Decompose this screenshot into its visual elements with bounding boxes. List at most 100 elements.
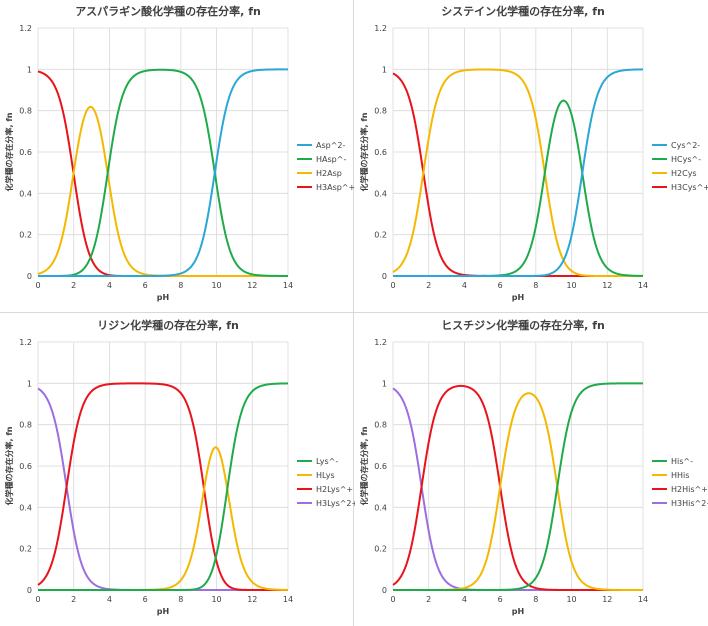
x-tick-label: 2 [426, 281, 431, 290]
legend-entry: H3Cys^+ [671, 183, 708, 192]
y-tick-label: 0.6 [19, 462, 32, 471]
y-tick-label: 0 [27, 586, 32, 595]
chart-title: システイン化学種の存在分率, fn [441, 4, 605, 18]
x-axis-label: pH [512, 607, 524, 616]
x-tick-label: 12 [602, 281, 612, 290]
series-line-lys [37, 382, 289, 591]
x-tick-label: 4 [107, 595, 112, 604]
y-tick-label: 1 [27, 379, 32, 388]
x-axis-label: pH [157, 607, 169, 616]
y-tick-label: 1.2 [19, 338, 32, 347]
y-axis-label: 化学種の存在分率, fn [4, 112, 14, 191]
x-tick-label: 14 [283, 595, 293, 604]
chart-svg: アスパラギン酸化学種の存在分率, fn 0 0.2 0.4 0.6 0.8 1 1.2 0 2 4 6… [4, 4, 355, 302]
x-tick-label: 12 [247, 281, 257, 290]
legend-entry: H2His^+ [671, 485, 708, 494]
chart-panel-1: アスパラギン酸化学種の存在分率, fn 0 0.2 0.4 0.6 0.8 1 1.2 0 2 4 6… [0, 0, 355, 311]
y-tick-label: 1 [382, 379, 387, 388]
y-tick-label: 0.8 [19, 107, 32, 116]
y-tick-label: 0.4 [374, 503, 387, 512]
y-tick-label: 0.2 [19, 231, 32, 240]
series-line-cys2 [392, 68, 644, 277]
x-tick-label: 10 [211, 281, 221, 290]
legend-entry: H3Asp^+ [316, 183, 355, 192]
legend-entry: HCys^- [671, 155, 701, 164]
y-tick-label: 0.6 [19, 148, 32, 157]
x-tick-label: 8 [178, 281, 183, 290]
x-tick-label: 10 [566, 281, 576, 290]
chart-title: ヒスチジン化学種の存在分率, fn [441, 318, 605, 332]
legend-entry: HHis [671, 471, 689, 480]
legend-entry: H2Lys^+ [316, 485, 353, 494]
y-tick-label: 1.2 [374, 24, 387, 33]
y-tick-label: 0.8 [374, 107, 387, 116]
y-tick-label: 0 [382, 272, 387, 281]
legend-entry: HLys [316, 471, 335, 480]
series-line-his [392, 382, 644, 591]
series-line-h2lys [37, 382, 289, 591]
y-tick-label: 0 [382, 586, 387, 595]
x-tick-label: 6 [143, 281, 148, 290]
y-tick-label: 0.6 [374, 462, 387, 471]
x-tick-label: 10 [566, 595, 576, 604]
chart-title: アスパラギン酸化学種の存在分率, fn [75, 4, 261, 18]
x-tick-label: 8 [533, 281, 538, 290]
y-tick-label: 0.8 [19, 421, 32, 430]
x-tick-label: 4 [462, 595, 467, 604]
x-tick-label: 0 [35, 281, 40, 290]
chart-panel-2: システイン化学種の存在分率, fn 0 0.2 0.4 0.6 0.8 1 1.2 0 2 4 6 8 1… [355, 0, 708, 311]
x-axis-label: pH [157, 293, 169, 302]
x-tick-label: 14 [283, 281, 293, 290]
y-tick-label: 1 [382, 65, 387, 74]
chart-svg: ヒスチジン化学種の存在分率, fn 0 0.2 0.4 0.6 0.8 1 1.2 0 2 4 6 8 1… [359, 318, 708, 616]
series-line-h3asp [37, 70, 289, 277]
y-tick-label: 0.2 [19, 545, 32, 554]
chart-svg: システイン化学種の存在分率, fn 0 0.2 0.4 0.6 0.8 1 1.2 0 2 4 6 8 1… [359, 4, 708, 302]
series-line-hlys [37, 446, 289, 591]
y-tick-label: 1 [27, 65, 32, 74]
x-tick-label: 8 [533, 595, 538, 604]
panel-divider-horizontal [0, 312, 708, 313]
series-line-h3his2 [392, 387, 644, 591]
x-tick-label: 4 [462, 281, 467, 290]
y-tick-label: 1.2 [374, 338, 387, 347]
x-axis-label: pH [512, 293, 524, 302]
series-line-h3cys [392, 72, 644, 277]
legend-entry: Cys^2- [671, 141, 700, 150]
x-tick-label: 6 [498, 281, 503, 290]
series-line-h3lys2 [37, 387, 289, 591]
y-tick-label: 0.4 [374, 189, 387, 198]
y-tick-label: 0.4 [19, 189, 32, 198]
x-tick-label: 0 [390, 281, 395, 290]
x-tick-label: 6 [498, 595, 503, 604]
series-line-hasp [37, 68, 289, 277]
x-tick-label: 0 [390, 595, 395, 604]
series-line-hhis [392, 392, 644, 591]
legend-entry: H3Lys^2+ [316, 499, 358, 508]
series-line-h2cys [392, 68, 644, 277]
x-tick-label: 10 [211, 595, 221, 604]
x-tick-label: 2 [71, 281, 76, 290]
y-tick-label: 0.2 [374, 545, 387, 554]
x-tick-label: 2 [71, 595, 76, 604]
legend-entry: Lys^- [316, 457, 338, 466]
y-axis-label: 化学種の存在分率, fn [359, 426, 369, 505]
legend-entry: His^- [671, 457, 693, 466]
x-tick-label: 2 [426, 595, 431, 604]
y-tick-label: 1.2 [19, 24, 32, 33]
legend-entry: Asp^2- [316, 141, 346, 150]
y-tick-label: 0.2 [374, 231, 387, 240]
legend-entry: H2Asp [316, 169, 342, 178]
x-tick-label: 14 [638, 281, 648, 290]
chart-title: リジン化学種の存在分率, fn [97, 318, 239, 332]
legend-entry: HAsp^- [316, 155, 346, 164]
x-tick-label: 6 [143, 595, 148, 604]
x-tick-label: 12 [602, 595, 612, 604]
legend-entry: H2Cys [671, 169, 697, 178]
legend-entry: H3His^2+ [671, 499, 708, 508]
y-tick-label: 0 [27, 272, 32, 281]
series-line-asp2 [37, 68, 289, 277]
series-line-h2his [392, 384, 644, 591]
panel-divider-vertical [353, 0, 354, 626]
y-axis-label: 化学種の存在分率, fn [359, 112, 369, 191]
